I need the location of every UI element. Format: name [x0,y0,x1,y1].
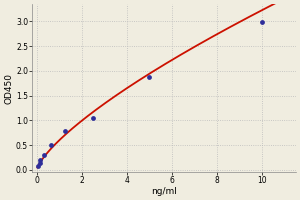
Point [38,162,43,165]
Point [48,143,53,147]
Y-axis label: OD450: OD450 [4,73,13,104]
X-axis label: ng/ml: ng/ml [151,187,177,196]
Point [260,21,264,24]
Point [91,116,95,119]
Point [147,76,152,79]
Point [36,165,41,168]
Point [41,153,46,157]
Point [38,158,43,162]
Point [62,130,67,133]
